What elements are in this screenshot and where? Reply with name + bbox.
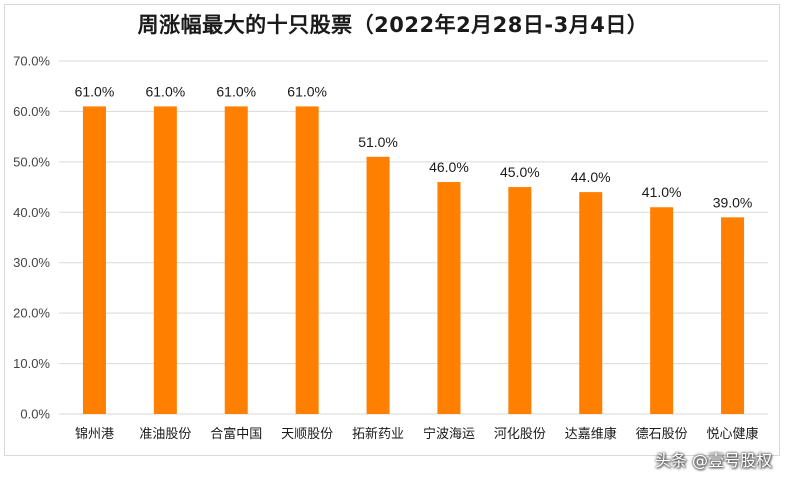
bar bbox=[153, 106, 177, 414]
y-tick-label: 10.0% bbox=[13, 356, 50, 371]
bar bbox=[366, 156, 390, 415]
category-label: 准油股份 bbox=[139, 427, 191, 442]
bar bbox=[437, 182, 461, 414]
x-axis-categories: 锦州港 准油股份 合富中国 天顺股份 拓新药业 宁波海运 河化股份 达嘉维康 德石股份 悦心健康 bbox=[75, 426, 759, 442]
y-tick-label: 50.0% bbox=[13, 154, 50, 169]
bars bbox=[82, 106, 745, 415]
data-label: 44.0% bbox=[571, 169, 611, 185]
bar bbox=[295, 106, 319, 414]
category-label: 悦心健康 bbox=[707, 426, 759, 442]
y-tick-label: 70.0% bbox=[13, 54, 50, 69]
bar bbox=[721, 217, 745, 414]
watermark: 头条 @壹号股权 bbox=[654, 451, 772, 470]
bar bbox=[224, 106, 248, 414]
y-tick-label: 0.0% bbox=[20, 407, 50, 422]
category-label: 拓新药业 bbox=[352, 426, 404, 442]
data-label: 61.0% bbox=[216, 83, 256, 99]
category-label: 河化股份 bbox=[494, 427, 546, 442]
bar bbox=[650, 207, 674, 414]
y-axis-ticks: 0.0% 10.0% 20.0% 30.0% 40.0% 50.0% 60.0% 70.0% bbox=[13, 54, 50, 422]
category-label: 天顺股份 bbox=[281, 427, 333, 442]
data-label: 39.0% bbox=[713, 194, 753, 210]
data-label: 61.0% bbox=[145, 83, 185, 99]
data-label: 51.0% bbox=[358, 134, 398, 150]
y-tick-label: 30.0% bbox=[13, 255, 50, 270]
y-tick-label: 20.0% bbox=[13, 306, 50, 321]
category-label: 宁波海运 bbox=[423, 426, 475, 442]
data-labels: 61.0% 61.0% 61.0% 61.0% 51.0% 46.0% 45.0% 44.0%… bbox=[75, 83, 753, 210]
y-tick-label: 60.0% bbox=[13, 104, 50, 119]
category-label: 合富中国 bbox=[210, 426, 262, 442]
bar bbox=[82, 106, 106, 414]
bar bbox=[579, 192, 603, 414]
data-label: 41.0% bbox=[642, 184, 682, 200]
y-tick-label: 40.0% bbox=[13, 205, 50, 220]
data-label: 61.0% bbox=[75, 83, 115, 99]
category-label: 锦州港 bbox=[75, 427, 114, 442]
data-label: 46.0% bbox=[429, 159, 469, 175]
chart-title: 周涨幅最大的十只股票（2022年2月28日-3月4日） bbox=[137, 13, 649, 37]
gridlines bbox=[59, 60, 768, 415]
data-label: 61.0% bbox=[287, 83, 327, 99]
bar bbox=[508, 187, 532, 414]
data-label: 45.0% bbox=[500, 164, 540, 180]
category-label: 德石股份 bbox=[636, 427, 688, 442]
category-label: 达嘉维康 bbox=[565, 426, 617, 442]
